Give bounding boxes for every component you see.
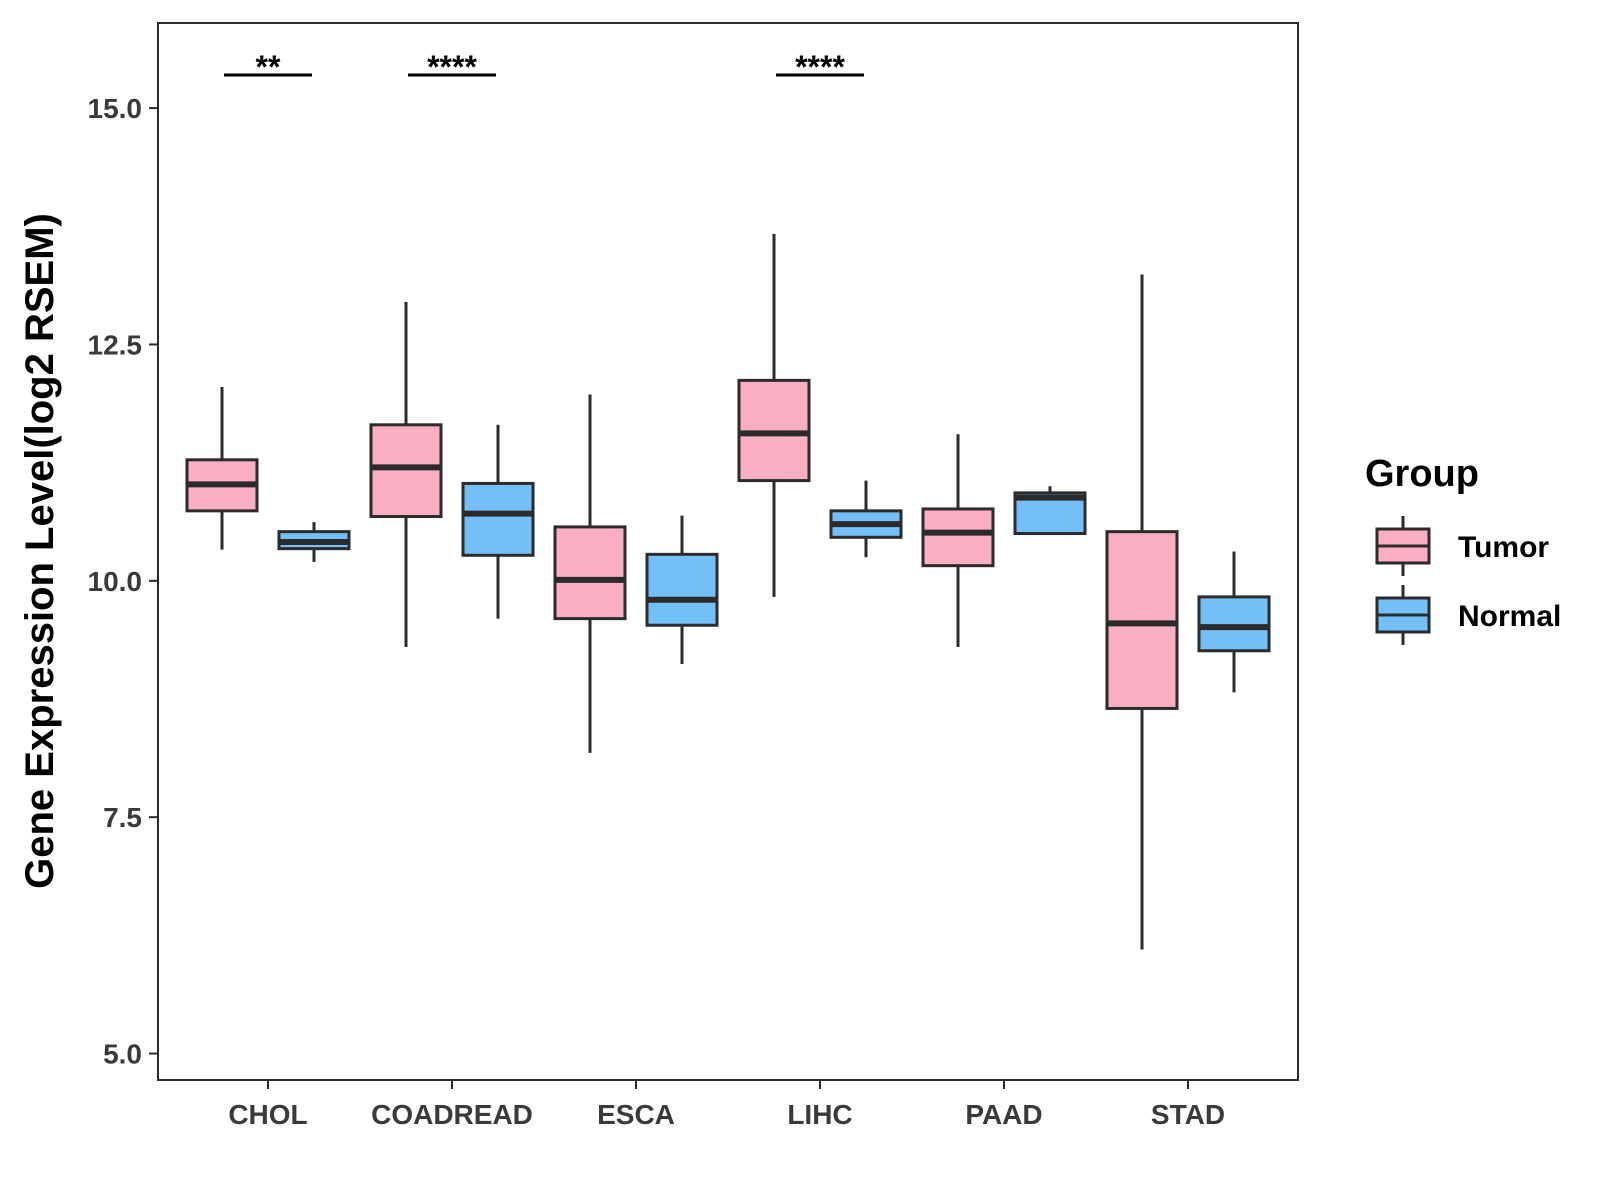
box-tumor-coadread: [369, 301, 443, 647]
significance-label: ****: [427, 49, 477, 85]
y-axis-title: Gene Expression Level(log2 RSEM): [18, 213, 62, 889]
box-normal-stad: [1197, 551, 1271, 693]
box-normal-chol: [277, 522, 351, 562]
legend-label-normal: Normal: [1458, 600, 1561, 633]
x-tick-label-lihc: LIHC: [787, 1099, 852, 1130]
box-iqr: [921, 507, 995, 568]
x-tick-label-paad: PAAD: [965, 1099, 1042, 1130]
box-tumor-lihc: [737, 233, 811, 597]
y-axis: 5.0 7.5 10.0 12.5 15.0: [88, 93, 158, 1070]
box-normal-paad: [1013, 486, 1087, 536]
box-normal-coadread: [461, 424, 535, 619]
y-tick-label: 7.5: [103, 802, 142, 833]
legend-item-normal: Normal: [1375, 585, 1561, 645]
plot-panel-border: [157, 22, 1299, 1081]
x-tick-label-coadread: COADREAD: [371, 1099, 533, 1130]
box-iqr: [461, 481, 535, 557]
significance-lihc: ****: [776, 49, 864, 85]
significance-label: ****: [795, 49, 845, 85]
legend-label-tumor: Tumor: [1458, 531, 1549, 564]
box-iqr: [553, 525, 627, 621]
y-tick-label: 15.0: [88, 93, 143, 124]
box-iqr: [1105, 530, 1179, 710]
box-iqr: [645, 552, 719, 627]
x-tick-label-stad: STAD: [1151, 1099, 1225, 1130]
plot-area: [185, 233, 1271, 950]
y-tick-label: 10.0: [88, 566, 143, 597]
significance-label: **: [256, 49, 281, 85]
box-normal-esca: [645, 515, 719, 665]
x-axis: CHOL COADREAD ESCA LIHC PAAD STAD: [228, 1080, 1225, 1130]
x-tick-label-chol: CHOL: [228, 1099, 307, 1130]
significance-annotations: ** **** ****: [224, 49, 864, 85]
box-tumor-esca: [553, 394, 627, 753]
box-tumor-chol: [185, 386, 259, 550]
y-tick-label: 5.0: [103, 1039, 142, 1070]
legend: Group Tumor Normal: [1365, 453, 1561, 645]
y-tick-label: 12.5: [88, 329, 143, 360]
legend-title: Group: [1365, 453, 1479, 495]
box-iqr: [1197, 595, 1271, 653]
box-normal-lihc: [829, 480, 903, 558]
box-tumor-stad: [1105, 274, 1179, 950]
box-iqr: [369, 423, 443, 519]
significance-coadread: ****: [408, 49, 496, 85]
x-tick-label-esca: ESCA: [597, 1099, 675, 1130]
legend-item-tumor: Tumor: [1375, 516, 1549, 576]
significance-chol: **: [224, 49, 312, 85]
box-tumor-paad: [921, 434, 995, 647]
